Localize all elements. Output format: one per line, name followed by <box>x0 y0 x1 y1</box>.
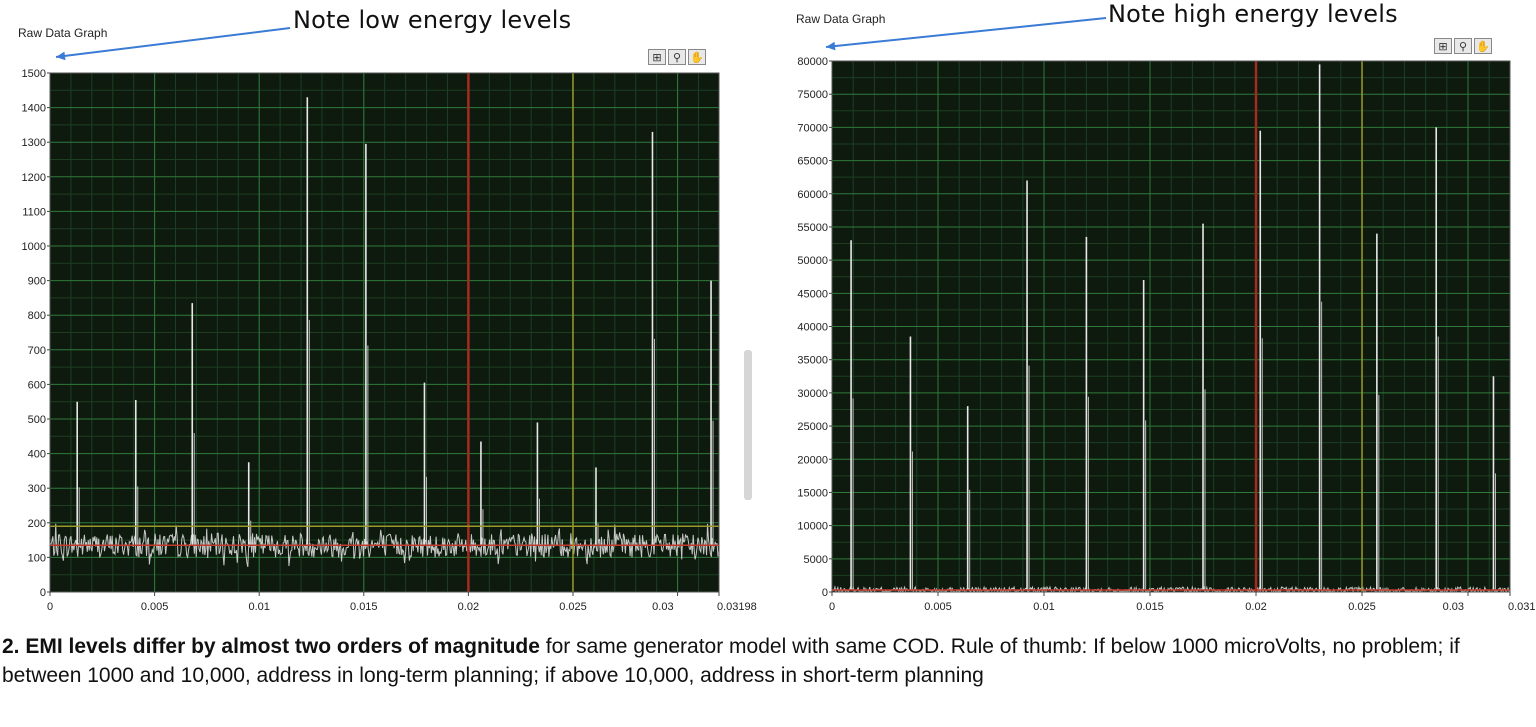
y-tick-label: 1200 <box>22 172 46 184</box>
x-tick-label: 0.015 <box>1136 601 1164 613</box>
y-tick-label: 80000 <box>797 56 828 68</box>
y-tick-label: 1300 <box>22 137 46 149</box>
annotation-arrowhead <box>56 51 66 61</box>
plot-frame <box>49 72 720 593</box>
x-tick-label: 0.02 <box>1245 601 1266 613</box>
x-tick-label: 0.025 <box>1348 601 1376 613</box>
plot-group <box>49 72 720 593</box>
annotation-arrow <box>55 27 291 58</box>
plot-group <box>831 60 1511 594</box>
y-tick-label: 15000 <box>797 487 828 499</box>
right-annotation: Note high energy levels <box>1108 0 1398 28</box>
y-tick-label: 1500 <box>22 68 46 80</box>
y-tick-label: 30000 <box>797 388 828 400</box>
y-tick-label: 45000 <box>797 288 828 300</box>
cursor-tool-icon[interactable]: ⊞ <box>1434 38 1452 54</box>
x-tick-label: 0.01 <box>248 601 269 613</box>
y-tick-label: 600 <box>28 379 46 391</box>
y-tick-label: 75000 <box>797 89 828 101</box>
y-tick-label: 50000 <box>797 255 828 267</box>
y-tick-label: 100 <box>28 552 46 564</box>
y-tick-label: 60000 <box>797 189 828 201</box>
x-tick-label: 0 <box>829 601 835 613</box>
cursor-tool-icon[interactable]: ⊞ <box>648 49 666 65</box>
left-annotation: Note low energy levels <box>293 6 572 34</box>
y-tick-label: 20000 <box>797 454 828 466</box>
y-tick-label: 1100 <box>22 206 46 218</box>
pan-tool-icon[interactable]: ✋ <box>688 49 706 65</box>
left-chart-panel: Raw Data Graph Note low energy levels ⊞ … <box>0 0 760 620</box>
left-graph-toolbar: ⊞ ⚲ ✋ <box>648 49 706 65</box>
pan-tool-icon[interactable]: ✋ <box>1474 38 1492 54</box>
scrollbar-handle[interactable] <box>744 350 752 500</box>
y-tick-label: 0 <box>40 587 46 599</box>
right-chart: 0 5000 10000 15000 20000 25000 30000 35000 40000… <box>797 17 1536 613</box>
y-tick-label: 800 <box>28 310 46 322</box>
y-tick-label: 1000 <box>22 241 46 253</box>
left-chart: 0 100 200 300 400 500 600 700 800 900 1000 1100 1200… <box>22 27 757 613</box>
y-tick-label: 35000 <box>797 355 828 367</box>
zoom-tool-icon[interactable]: ⚲ <box>668 49 686 65</box>
right-graph-title: Raw Data Graph <box>796 12 886 26</box>
y-tick-label: 65000 <box>797 156 828 168</box>
y-tick-label: 300 <box>28 483 46 495</box>
y-tick-label: 400 <box>28 449 46 461</box>
y-tick-label: 900 <box>28 276 46 288</box>
y-tick-label: 0 <box>822 587 828 599</box>
x-tick-label: 0.03198 <box>1508 601 1536 613</box>
x-tick-label: 0.025 <box>559 601 587 613</box>
x-tick-label: 0.02 <box>458 601 479 613</box>
y-tick-label: 55000 <box>797 222 828 234</box>
x-tick-label: 0 <box>47 601 53 613</box>
annotation-arrowhead <box>826 41 836 51</box>
zoom-tool-icon[interactable]: ⚲ <box>1454 38 1472 54</box>
x-tick-label: 0.03198 <box>717 601 757 613</box>
y-tick-label: 500 <box>28 414 46 426</box>
x-tick-label: 0.01 <box>1033 601 1054 613</box>
caption-bold: 2. EMI levels differ by almost two order… <box>2 635 540 658</box>
signal-noise <box>831 585 1511 594</box>
right-chart-panel: Raw Data Graph Note high energy levels ⊞… <box>770 0 1536 620</box>
y-tick-label: 200 <box>28 518 46 530</box>
right-graph-toolbar: ⊞ ⚲ ✋ <box>1434 38 1492 54</box>
y-tick-label: 1400 <box>22 103 46 115</box>
y-tick-label: 25000 <box>797 421 828 433</box>
x-tick-label: 0.03 <box>652 601 673 613</box>
x-tick-label: 0.005 <box>141 601 169 613</box>
caption-text: for same generator model with same COD. … <box>2 635 1460 687</box>
x-tick-label: 0.015 <box>350 601 378 613</box>
y-tick-label: 5000 <box>804 554 828 566</box>
y-tick-label: 700 <box>28 345 46 357</box>
y-tick-label: 40000 <box>797 322 828 334</box>
y-tick-label: 70000 <box>797 122 828 134</box>
x-tick-label: 0.03 <box>1443 601 1464 613</box>
x-tick-label: 0.005 <box>924 601 952 613</box>
annotation-arrow <box>825 17 1107 48</box>
y-tick-label: 10000 <box>797 521 828 533</box>
left-graph-title: Raw Data Graph <box>18 26 108 40</box>
figure-caption: 2. EMI levels differ by almost two order… <box>2 632 1532 690</box>
